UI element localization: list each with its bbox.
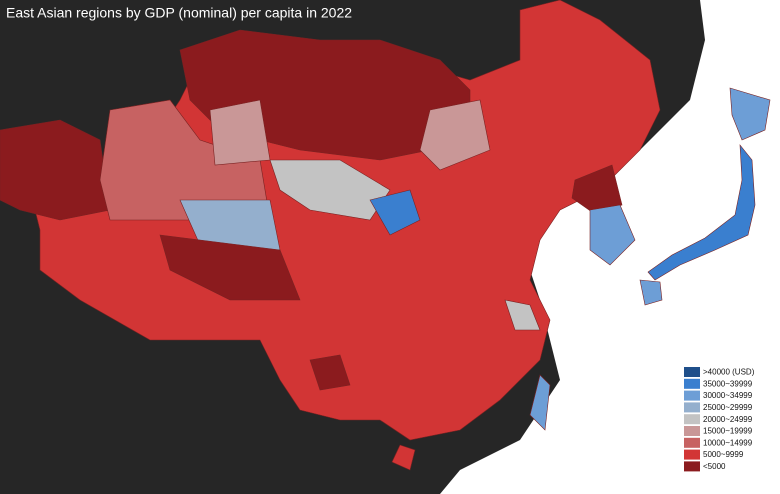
legend-label: 30000~34999 bbox=[703, 391, 753, 400]
hokkaido bbox=[729, 87, 771, 141]
legend-label: <5000 bbox=[703, 462, 726, 471]
southwest-region bbox=[309, 354, 351, 391]
legend-swatch bbox=[684, 402, 700, 413]
legend-swatch bbox=[684, 367, 700, 377]
legend-swatch bbox=[684, 390, 700, 401]
kyushu bbox=[639, 279, 663, 306]
legend-swatch bbox=[684, 378, 700, 389]
legend-swatch bbox=[684, 449, 700, 460]
honshu bbox=[647, 144, 756, 281]
tibet-east bbox=[159, 234, 301, 301]
northeast-region bbox=[419, 99, 491, 171]
legend-swatch bbox=[684, 426, 700, 436]
legend-label: 20000~24999 bbox=[703, 415, 753, 424]
legend-label: 35000~39999 bbox=[703, 379, 753, 388]
inner-mongolia bbox=[269, 159, 391, 221]
legend-label: >40000 (USD) bbox=[703, 368, 755, 377]
map-title: East Asian regions by GDP (nominal) per … bbox=[6, 5, 352, 21]
legend-swatch bbox=[684, 414, 700, 425]
legend-label: 5000~9999 bbox=[703, 450, 744, 459]
regions bbox=[0, 0, 771, 471]
legend: >40000 (USD) 35000~39999 30000~34999 25000~… bbox=[684, 367, 755, 472]
shanghai-region bbox=[504, 299, 541, 331]
ordos bbox=[369, 189, 421, 236]
legend-swatch bbox=[684, 437, 700, 448]
legend-label: 25000~29999 bbox=[703, 403, 753, 412]
legend-label: 10000~14999 bbox=[703, 438, 753, 447]
south-korea bbox=[589, 204, 636, 266]
taiwan bbox=[529, 374, 551, 431]
central-asia bbox=[0, 119, 111, 221]
legend-label: 15000~19999 bbox=[703, 427, 753, 436]
legend-swatch bbox=[684, 461, 700, 472]
north-region bbox=[209, 99, 271, 166]
hainan bbox=[391, 444, 416, 471]
